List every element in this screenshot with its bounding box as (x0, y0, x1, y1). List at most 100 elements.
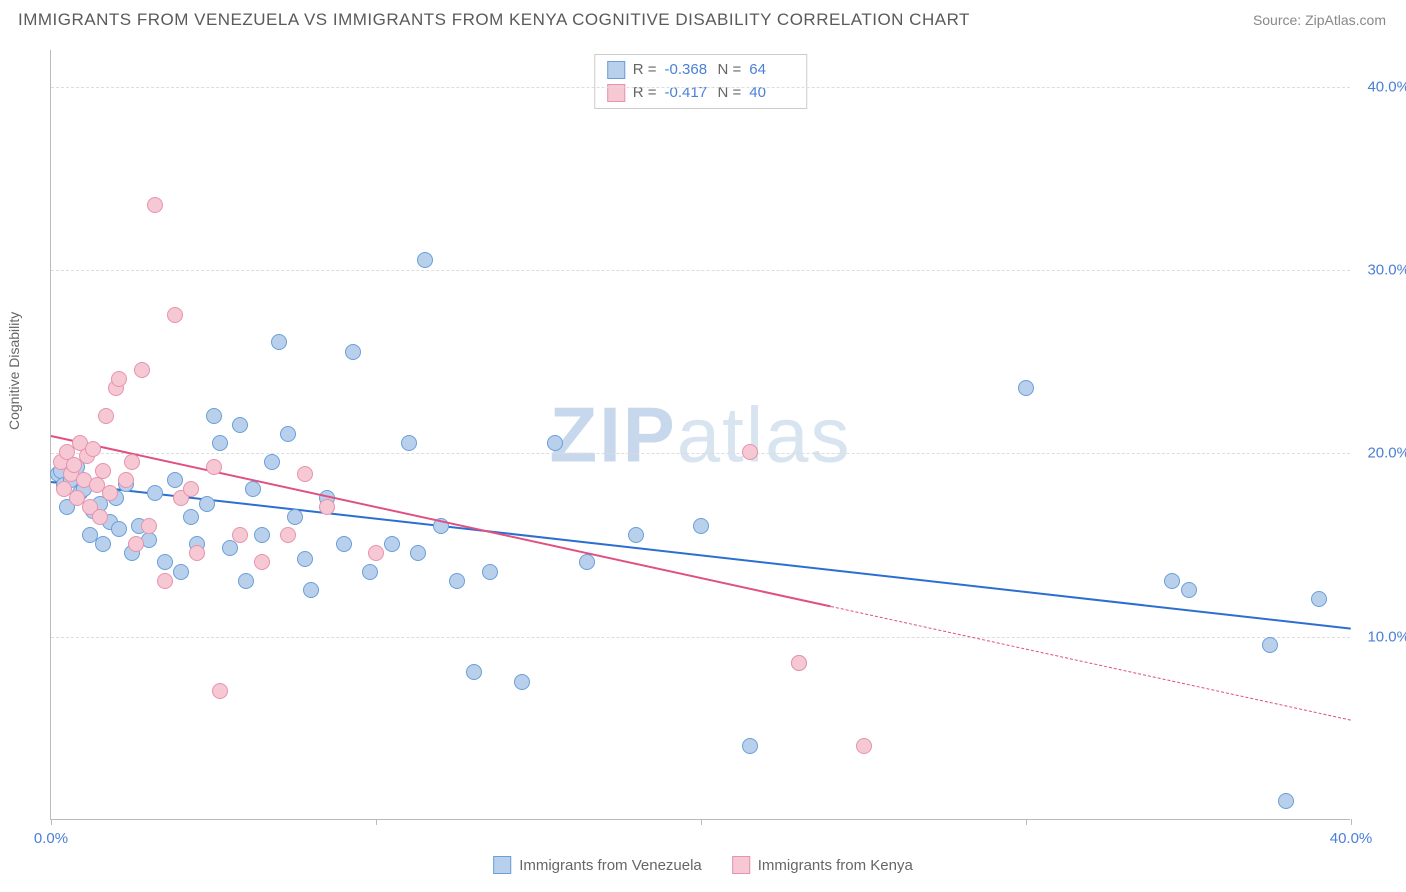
data-point (1278, 793, 1294, 809)
data-point (183, 481, 199, 497)
data-point (111, 521, 127, 537)
data-point (336, 536, 352, 552)
stat-r-label: R = (633, 59, 657, 82)
data-point (303, 582, 319, 598)
data-point (147, 197, 163, 213)
data-point (238, 573, 254, 589)
data-point (157, 573, 173, 589)
data-point (254, 527, 270, 543)
data-point (206, 408, 222, 424)
x-tick (701, 819, 702, 825)
data-point (95, 536, 111, 552)
data-point (1181, 582, 1197, 598)
stats-row: R = -0.368 N = 64 (607, 59, 795, 82)
trendline (831, 606, 1351, 721)
trendline (51, 481, 1351, 630)
data-point (232, 527, 248, 543)
legend-label: Immigrants from Venezuela (519, 857, 702, 874)
data-point (212, 435, 228, 451)
data-point (167, 307, 183, 323)
data-point (384, 536, 400, 552)
data-point (189, 545, 205, 561)
x-tick (1351, 819, 1352, 825)
data-point (362, 564, 378, 580)
y-tick-label: 40.0% (1367, 78, 1406, 95)
data-point (1164, 573, 1180, 589)
legend-label: Immigrants from Kenya (758, 857, 913, 874)
data-point (579, 554, 595, 570)
data-point (92, 509, 108, 525)
data-point (173, 564, 189, 580)
data-point (245, 481, 261, 497)
data-point (319, 499, 335, 515)
data-point (271, 334, 287, 350)
x-tick-label: 0.0% (34, 830, 68, 847)
stat-n-value: 64 (749, 59, 794, 82)
data-point (368, 545, 384, 561)
data-point (134, 362, 150, 378)
data-point (128, 536, 144, 552)
data-point (147, 485, 163, 501)
data-point (297, 466, 313, 482)
data-point (141, 518, 157, 534)
data-point (98, 408, 114, 424)
data-point (791, 655, 807, 671)
swatch-icon (732, 856, 750, 874)
y-tick-label: 10.0% (1367, 628, 1406, 645)
data-point (856, 738, 872, 754)
data-point (124, 454, 140, 470)
data-point (280, 527, 296, 543)
swatch-icon (493, 856, 511, 874)
data-point (742, 444, 758, 460)
data-point (693, 518, 709, 534)
data-point (280, 426, 296, 442)
source-label: Source: ZipAtlas.com (1253, 12, 1386, 28)
y-tick-label: 30.0% (1367, 262, 1406, 279)
y-axis-label: Cognitive Disability (6, 312, 22, 430)
data-point (514, 674, 530, 690)
data-point (206, 459, 222, 475)
series-legend: Immigrants from Venezuela Immigrants from… (493, 856, 913, 874)
gridline (51, 453, 1350, 454)
legend-item: Immigrants from Kenya (732, 856, 913, 874)
data-point (742, 738, 758, 754)
stats-row: R =-0.417N =40 (607, 82, 795, 105)
data-point (118, 472, 134, 488)
data-point (287, 509, 303, 525)
data-point (102, 485, 118, 501)
stat-r-value: -0.417 (665, 82, 710, 105)
gridline (51, 87, 1350, 88)
data-point (95, 463, 111, 479)
data-point (1262, 637, 1278, 653)
data-point (547, 435, 563, 451)
data-point (297, 551, 313, 567)
swatch-icon (607, 61, 625, 79)
data-point (482, 564, 498, 580)
scatter-plot: ZIPatlas R =-0.368N =64R =-0.417N =40 10… (50, 50, 1350, 820)
watermark: ZIPatlas (549, 389, 851, 480)
legend-item: Immigrants from Venezuela (493, 856, 702, 874)
chart-title: IMMIGRANTS FROM VENEZUELA VS IMMIGRANTS … (18, 10, 970, 30)
stats-legend: R =-0.368N =64R =-0.417N =40 (594, 54, 808, 109)
data-point (401, 435, 417, 451)
stat-r-value: -0.368 (665, 59, 710, 82)
data-point (410, 545, 426, 561)
data-point (1018, 380, 1034, 396)
x-tick-label: 40.0% (1330, 830, 1373, 847)
data-point (212, 683, 228, 699)
data-point (345, 344, 361, 360)
stat-r-label: R = (633, 82, 657, 105)
stat-n-label: N = (718, 82, 742, 105)
gridline (51, 270, 1350, 271)
data-point (254, 554, 270, 570)
data-point (417, 252, 433, 268)
data-point (167, 472, 183, 488)
data-point (232, 417, 248, 433)
data-point (264, 454, 280, 470)
data-point (628, 527, 644, 543)
data-point (85, 441, 101, 457)
x-tick (51, 819, 52, 825)
x-tick (376, 819, 377, 825)
stat-n-label: N = (718, 59, 742, 82)
data-point (1311, 591, 1327, 607)
